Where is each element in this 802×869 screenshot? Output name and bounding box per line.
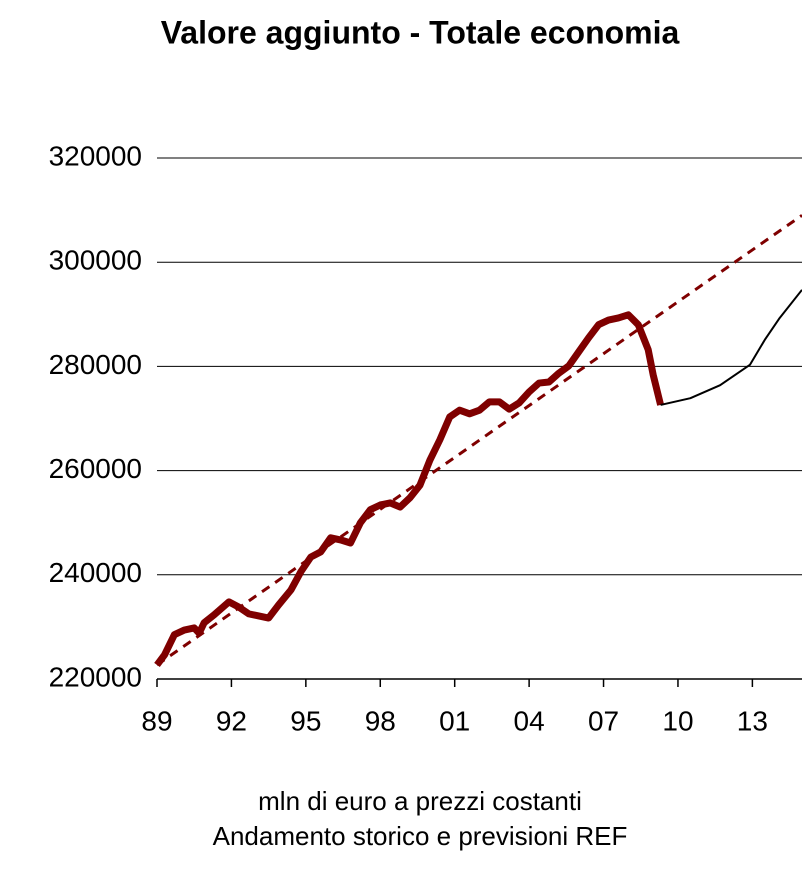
- subtitle: Andamento storico e previsioni REF: [213, 821, 628, 851]
- x-tick-label: 13: [737, 705, 768, 736]
- subtitle: mln di euro a prezzi costanti: [258, 786, 582, 816]
- y-tick-label: 320000: [49, 140, 142, 171]
- x-tick-label: 04: [514, 705, 545, 736]
- x-tick-label: 98: [365, 705, 396, 736]
- y-tick-label: 260000: [49, 453, 142, 484]
- x-tick-label: 01: [439, 705, 470, 736]
- chart-title: Valore aggiunto - Totale economia: [161, 14, 680, 50]
- x-tick-label: 07: [588, 705, 619, 736]
- y-tick-label: 240000: [49, 557, 142, 588]
- series-line: [156, 214, 802, 667]
- y-tick-label: 280000: [49, 349, 142, 380]
- x-tick-label: 95: [290, 705, 321, 736]
- series-line: [660, 289, 802, 406]
- series-line: [154, 311, 664, 668]
- y-tick-label: 300000: [49, 245, 142, 276]
- x-tick-label: 89: [141, 705, 172, 736]
- y-tick-label: 220000: [49, 661, 142, 692]
- x-tick-label: 10: [662, 705, 693, 736]
- x-tick-label: 92: [216, 705, 247, 736]
